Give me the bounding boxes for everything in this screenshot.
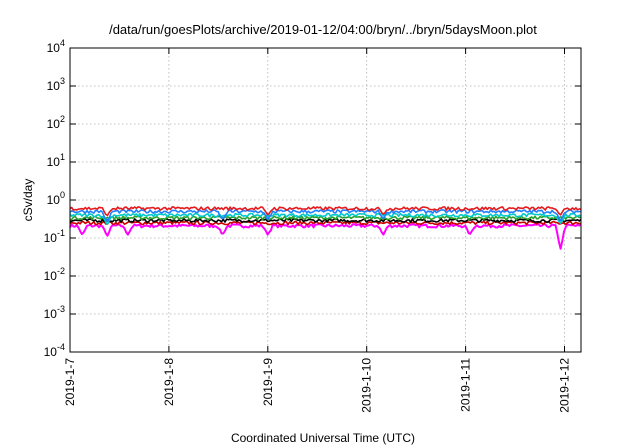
y-tick-label: 102: [47, 114, 65, 131]
y-tick-label: 104: [47, 38, 65, 55]
x-tick-label: 2019-1-7: [63, 358, 77, 406]
x-tick-label: 2019-1-11: [459, 358, 473, 412]
y-tick-label: 103: [47, 76, 65, 93]
axis-ticks: 10-4 10-3 10-2 10-1 100 101 102 103 104 2019-1-7 2…: [44, 38, 581, 413]
y-tick-label: 10-2: [44, 266, 65, 283]
chart-title: /data/run/goesPlots/archive/2019-01-12/0…: [109, 22, 537, 37]
x-tick-label: 2019-1-12: [558, 358, 572, 413]
series-layer: [69, 206, 582, 250]
y-tick-label: 101: [47, 152, 65, 169]
y-tick-label: 100: [47, 190, 65, 207]
y-tick-label: 10-3: [44, 304, 65, 321]
series-line: [69, 223, 582, 250]
series-line: [69, 209, 582, 223]
x-tick-label: 2019-1-10: [360, 358, 374, 413]
x-tick-label: 2019-1-9: [261, 358, 275, 406]
series-line: [69, 212, 582, 226]
y-axis-label: cSv/day: [21, 179, 35, 222]
y-tick-label: 10-4: [44, 342, 65, 359]
y-tick-label: 10-1: [44, 228, 65, 245]
x-tick-label: 2019-1-8: [162, 358, 176, 406]
grid: [69, 48, 581, 352]
series-line: [69, 215, 581, 221]
series-line: [69, 218, 582, 223]
series-line: [69, 206, 582, 217]
x-axis-label: Coordinated Universal Time (UTC): [231, 431, 415, 445]
